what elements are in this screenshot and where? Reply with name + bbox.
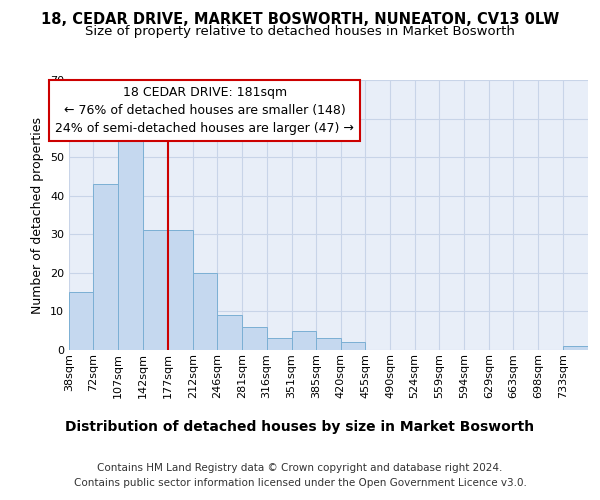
Text: Size of property relative to detached houses in Market Bosworth: Size of property relative to detached ho… [85, 25, 515, 38]
Text: 18, CEDAR DRIVE, MARKET BOSWORTH, NUNEATON, CV13 0LW: 18, CEDAR DRIVE, MARKET BOSWORTH, NUNEAT… [41, 12, 559, 28]
Bar [168, 230, 193, 350]
Bar [143, 230, 168, 350]
Text: Contains HM Land Registry data © Crown copyright and database right 2024.
Contai: Contains HM Land Registry data © Crown c… [74, 462, 526, 487]
Text: Distribution of detached houses by size in Market Bosworth: Distribution of detached houses by size … [65, 420, 535, 434]
Bar [292, 330, 316, 350]
Bar [341, 342, 365, 350]
Text: 18 CEDAR DRIVE: 181sqm
← 76% of detached houses are smaller (148)
24% of semi-de: 18 CEDAR DRIVE: 181sqm ← 76% of detached… [55, 86, 354, 135]
Bar [93, 184, 118, 350]
Bar [193, 273, 217, 350]
Y-axis label: Number of detached properties: Number of detached properties [31, 116, 44, 314]
Bar [242, 327, 266, 350]
Bar [563, 346, 588, 350]
Bar [118, 126, 143, 350]
Bar [217, 316, 242, 350]
Bar [266, 338, 292, 350]
Bar [316, 338, 341, 350]
Bar [69, 292, 93, 350]
